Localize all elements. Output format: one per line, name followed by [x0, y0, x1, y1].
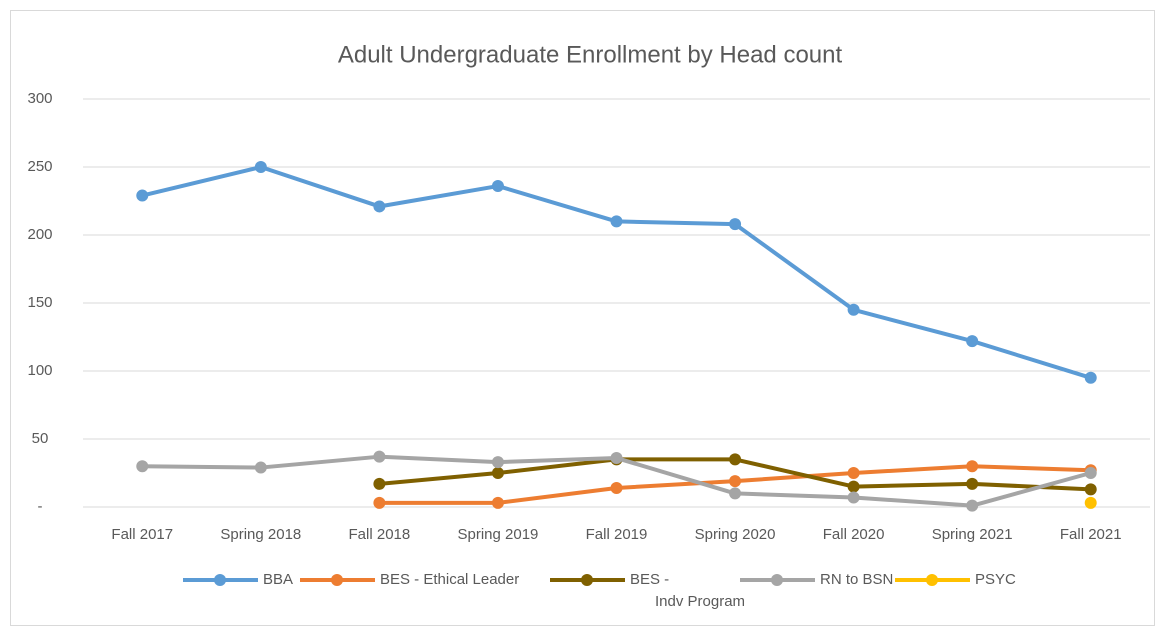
legend-label: BES -Indv Program	[630, 571, 745, 610]
y-tick-label: -	[38, 498, 43, 515]
data-point	[373, 496, 386, 509]
data-point	[610, 215, 623, 228]
legend-marker	[926, 574, 938, 586]
chart-border	[10, 10, 1155, 626]
legend-label: RN to BSN	[820, 571, 893, 588]
x-tick-label: Fall 2020	[823, 526, 885, 543]
data-point	[136, 189, 149, 202]
data-point	[610, 452, 623, 465]
data-point	[136, 460, 149, 473]
x-tick-label: Fall 2019	[586, 526, 648, 543]
data-point	[729, 218, 742, 231]
data-point	[729, 487, 742, 500]
x-tick-label: Fall 2021	[1060, 526, 1122, 543]
data-point	[373, 200, 386, 213]
data-point	[847, 467, 860, 479]
legend-marker	[771, 574, 783, 586]
data-point	[491, 496, 504, 509]
data-point	[610, 481, 623, 494]
y-tick-label: 50	[32, 430, 49, 447]
data-point	[966, 460, 979, 473]
data-point	[491, 467, 504, 479]
x-tick-label: Spring 2019	[457, 526, 538, 543]
y-tick-label: 100	[27, 362, 52, 379]
data-point	[491, 180, 504, 193]
data-point	[966, 499, 979, 512]
data-point	[254, 161, 267, 173]
legend-marker	[214, 574, 226, 586]
data-point	[729, 453, 742, 466]
y-tick-label: 300	[27, 90, 52, 107]
legend-marker	[331, 574, 343, 586]
data-point	[966, 477, 979, 490]
data-point	[1084, 467, 1097, 479]
x-tick-label: Fall 2017	[111, 526, 173, 543]
data-point	[847, 480, 860, 493]
legend-label: BES - Ethical Leader	[380, 571, 519, 588]
data-point	[847, 491, 860, 504]
data-point	[254, 461, 267, 474]
x-tick-label: Spring 2018	[220, 526, 301, 543]
data-point	[729, 475, 742, 488]
x-tick-label: Spring 2020	[695, 526, 776, 543]
y-tick-label: 250	[27, 158, 52, 175]
legend-label: PSYC	[975, 571, 1016, 588]
data-point	[373, 450, 386, 463]
data-point	[1084, 483, 1097, 496]
y-tick-label: 150	[27, 294, 52, 311]
data-point	[1084, 371, 1097, 384]
chart-title: Adult Undergraduate Enrollment by Head c…	[338, 41, 843, 68]
x-tick-label: Fall 2018	[349, 526, 411, 543]
data-point	[847, 303, 860, 316]
data-point	[491, 456, 504, 469]
y-tick-label: 200	[27, 226, 52, 243]
data-point	[373, 477, 386, 490]
legend-label: BBA	[263, 571, 293, 588]
data-point	[1084, 496, 1097, 509]
legend-marker	[581, 574, 593, 586]
x-tick-label: Spring 2021	[932, 526, 1013, 543]
data-point	[966, 335, 979, 348]
